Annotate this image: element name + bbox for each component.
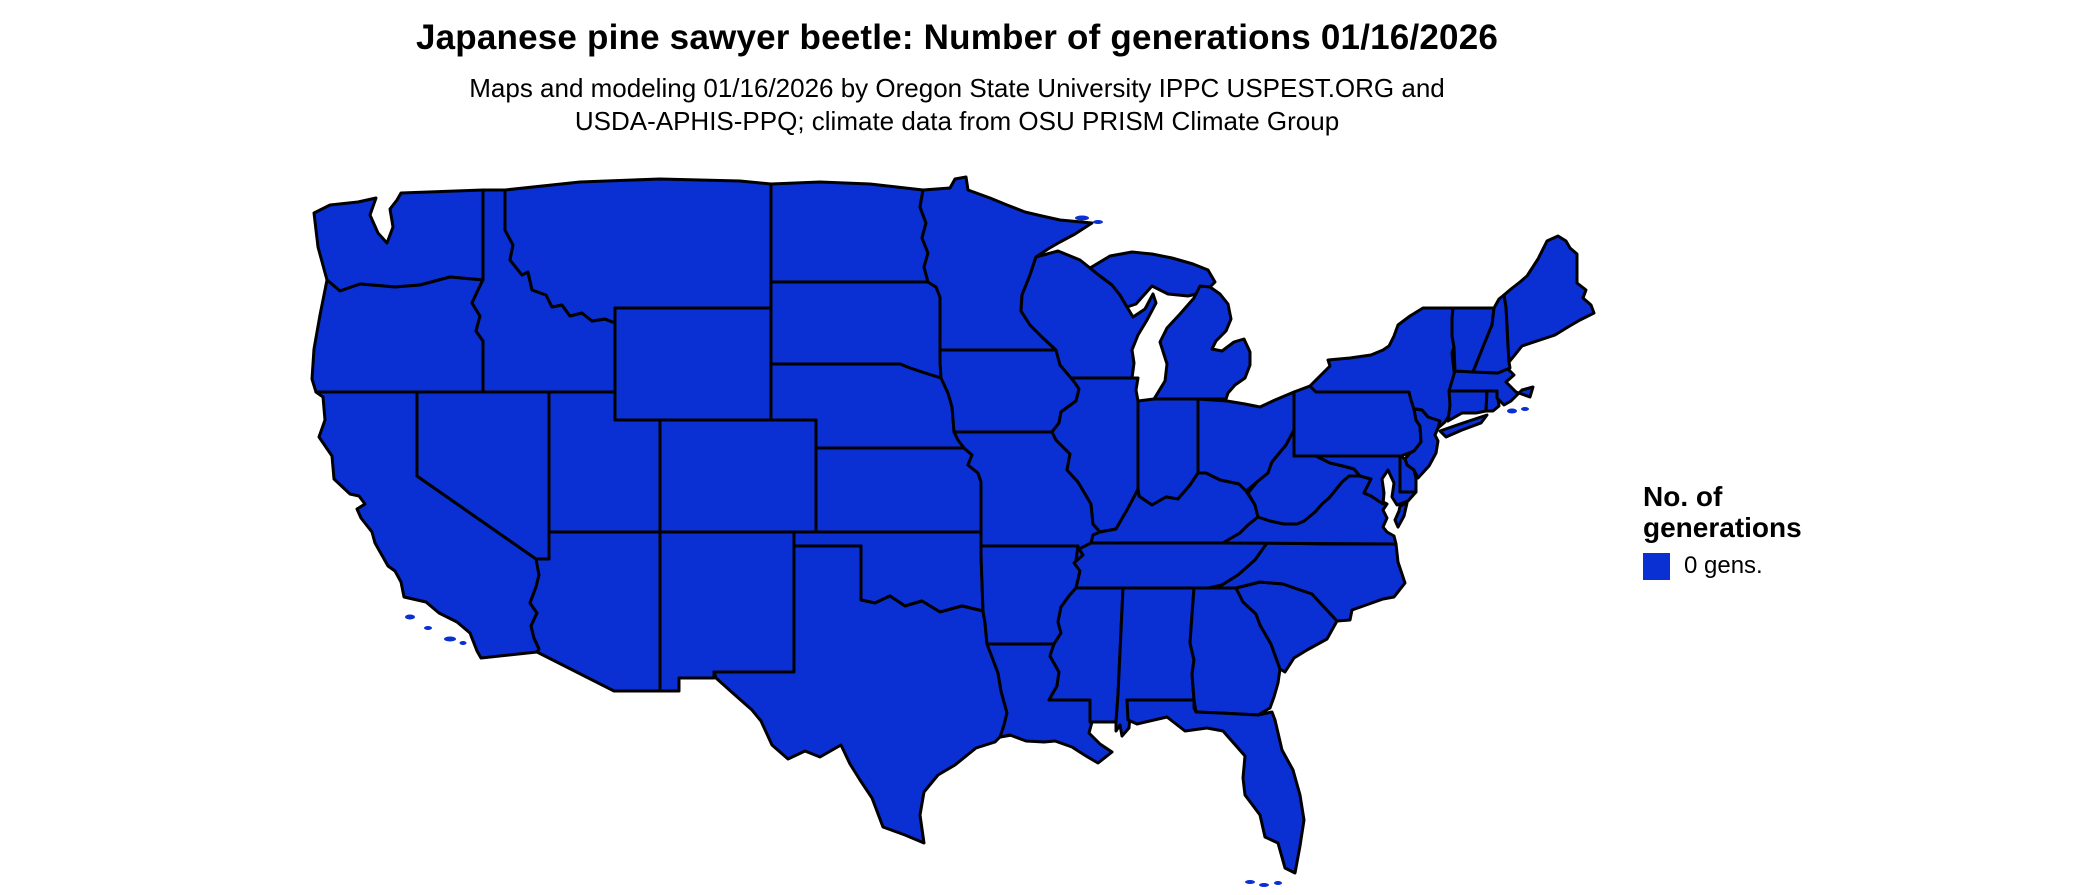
florida-keys-icon (1245, 880, 1255, 884)
legend-item: 0 gens. (1643, 552, 1802, 580)
us-map (310, 175, 1596, 887)
state-michigan (1152, 284, 1252, 401)
state-north-dakota (769, 180, 930, 284)
state-montana (503, 177, 773, 325)
channel-islands-icon (424, 626, 432, 630)
legend-swatch-0-gens (1643, 552, 1670, 580)
state-pennsylvania (1292, 384, 1423, 458)
subtitle-line-2: USDA-APHIS-PPQ; climate data from OSU PR… (574, 106, 1340, 136)
isle-royale-icon (1075, 215, 1089, 221)
subtitle-line-1: Maps and modeling 01/16/2026 by Oregon S… (469, 73, 1445, 103)
legend-title-line-2: generations (1643, 512, 1802, 543)
channel-islands-icon (405, 614, 415, 620)
subtitle: Maps and modeling 01/16/2026 by Oregon S… (0, 72, 1914, 138)
legend: No. of generations 0 gens. (1643, 481, 1802, 580)
state-kansas (814, 446, 983, 534)
state-west-virginia (1246, 428, 1362, 526)
state-florida (1125, 698, 1306, 875)
state-texas (712, 544, 1014, 845)
state-new-mexico (658, 530, 796, 693)
florida-keys-icon (1274, 881, 1282, 885)
state-arizona (528, 530, 662, 693)
state-north-carolina (1207, 541, 1407, 623)
isle-royale-icon (1093, 220, 1103, 224)
state-new-york-long-island (1438, 413, 1489, 439)
channel-islands-icon (459, 641, 467, 645)
marthas-vineyard-icon (1507, 408, 1517, 414)
nantucket-icon (1521, 407, 1529, 411)
state-oregon (310, 275, 485, 394)
state-maine (1502, 234, 1596, 364)
legend-item-label: 0 gens. (1684, 552, 1763, 579)
legend-title-line-1: No. of (1643, 481, 1723, 512)
state-virginia-eastern-shore (1393, 501, 1409, 529)
state-massachusetts (1447, 364, 1535, 407)
state-maryland (1314, 454, 1418, 507)
us-map-container (300, 135, 1600, 895)
channel-islands-icon (444, 636, 456, 642)
state-wyoming (613, 306, 773, 422)
legend-title: No. of generations (1643, 481, 1802, 543)
state-colorado (658, 418, 818, 534)
state-washington (312, 188, 485, 293)
title-block: Japanese pine sawyer beetle: Number of g… (0, 0, 1914, 138)
florida-keys-icon (1259, 883, 1269, 887)
page-title: Japanese pine sawyer beetle: Number of g… (415, 18, 1499, 57)
